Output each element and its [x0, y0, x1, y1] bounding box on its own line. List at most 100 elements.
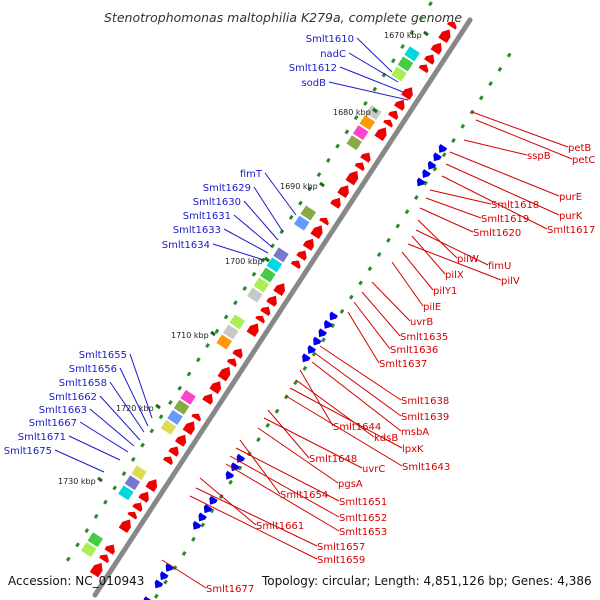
- reverse-label-leader: [425, 197, 482, 219]
- tick-dot-outer: [376, 251, 382, 257]
- reverse-gene-arrow: [138, 491, 149, 503]
- tick-dot-inner: [168, 399, 173, 405]
- tick-dot-outer: [302, 365, 308, 371]
- tick-dot-outer: [209, 508, 215, 514]
- tick-dot-outer: [274, 408, 280, 414]
- reverse-gene-label: Smlt1635: [400, 332, 448, 343]
- tick-dot-inner: [149, 428, 155, 434]
- tick-dot-outer: [488, 81, 493, 87]
- reverse-gene-label: pilX: [445, 270, 464, 281]
- reverse-label-leader: [371, 281, 411, 322]
- reverse-label-leader: [391, 261, 424, 307]
- reverse-label-leader: [361, 291, 401, 337]
- reverse-gene-arrow: [266, 295, 277, 307]
- reverse-gene-label: Smlt1619: [481, 214, 529, 225]
- forward-gene-label: Smlt1662: [49, 392, 97, 403]
- tick-dot-inner: [75, 542, 80, 548]
- cog-box: [273, 247, 289, 263]
- tick-dot-inner: [409, 29, 415, 35]
- reverse-gene-label: Smlt1648: [309, 454, 357, 465]
- reverse-label-leader: [267, 409, 310, 459]
- forward-gene-arrow: [231, 462, 240, 472]
- tick-dot-inner: [307, 186, 313, 192]
- tick-dot-outer: [506, 52, 512, 58]
- kbp-tick-mark: [264, 256, 270, 263]
- tick-dot-outer: [339, 308, 345, 314]
- tick-dot-inner: [177, 385, 183, 391]
- cog-box: [391, 66, 407, 82]
- reverse-label-leader: [311, 361, 402, 432]
- tick-dot-outer: [228, 479, 233, 485]
- reverse-gene-arrow: [89, 562, 103, 578]
- tick-dot-inner: [390, 58, 396, 64]
- forward-gene-arrow: [324, 319, 333, 329]
- forward-label-leader: [68, 435, 121, 461]
- forward-gene-arrow: [192, 520, 202, 530]
- kbp-tick-label: 1690 kbp: [280, 182, 318, 191]
- reverse-label-leader: [407, 243, 502, 281]
- reverse-gene-label: Smlt1644: [333, 422, 381, 433]
- forward-gene-arrow: [313, 336, 322, 346]
- tick-dot-outer: [404, 209, 410, 215]
- tick-dot-inner: [316, 172, 322, 178]
- cog-box: [346, 135, 362, 151]
- forward-label-leader: [328, 81, 409, 101]
- tick-dot-inner: [344, 129, 350, 135]
- cog-box: [366, 105, 382, 120]
- forward-label-leader: [129, 353, 153, 419]
- tick-dot-outer: [256, 437, 261, 443]
- forward-gene-arrow: [318, 328, 327, 338]
- forward-label-leader: [253, 186, 284, 233]
- reverse-gene-label: kdsB: [374, 433, 398, 444]
- reverse-gene-arrow: [424, 54, 435, 65]
- forward-gene-arrow: [438, 144, 448, 153]
- tick-dot-inner: [288, 214, 294, 220]
- forward-gene-arrow: [165, 562, 175, 572]
- reverse-gene-arrow: [217, 366, 231, 382]
- reverse-label-leader: [419, 207, 474, 233]
- gene-track: [89, 21, 457, 600]
- forward-gene-arrow: [433, 152, 442, 162]
- reverse-gene-label: pilE: [423, 302, 441, 313]
- cog-box: [229, 314, 246, 330]
- cog-box: [80, 542, 97, 558]
- reverse-gene-label: Smlt1659: [317, 555, 365, 566]
- reverse-gene-arrow: [246, 323, 259, 338]
- kbp-tick-mark: [423, 30, 429, 37]
- reverse-label-leader: [347, 311, 380, 364]
- tick-dot-outer: [265, 422, 271, 428]
- tick-dot-outer: [478, 95, 484, 101]
- reverse-gene-arrow: [191, 413, 202, 422]
- reverse-gene-label: pilY1: [433, 286, 457, 297]
- tick-dot-inner: [158, 414, 164, 420]
- forward-gene-label: Smlt1663: [39, 405, 87, 416]
- reverse-label-leader: [263, 417, 363, 469]
- tick-dot-inner: [186, 371, 192, 377]
- cog-box: [216, 334, 232, 350]
- reverse-gene-label: Smlt1617: [547, 225, 595, 236]
- forward-gene-arrow: [154, 579, 164, 589]
- reverse-gene-label: Smlt1639: [401, 412, 449, 423]
- forward-gene-label: sodB: [301, 78, 326, 89]
- tick-dot-outer: [367, 266, 373, 272]
- reverse-gene-arrow: [290, 260, 301, 270]
- reverse-gene-label: pilW: [457, 254, 479, 265]
- tick-dot-outer: [311, 351, 317, 357]
- reverse-label-leader: [463, 139, 528, 156]
- reverse-gene-arrow: [226, 358, 237, 368]
- reverse-gene-label: purE: [559, 192, 582, 203]
- accession-text: Accession: NC_010943: [8, 574, 145, 588]
- tick-dot-outer: [395, 223, 401, 229]
- reverse-label-leader: [257, 427, 339, 484]
- reverse-gene-arrow: [127, 511, 138, 520]
- reverse-gene-label: Smlt1618: [491, 200, 539, 211]
- forward-gene-label: Smlt1667: [29, 418, 77, 429]
- tick-dot-inner: [233, 300, 238, 306]
- reverse-gene-arrow: [337, 185, 349, 198]
- reverse-gene-label: petC: [572, 155, 595, 166]
- reverse-gene-arrow: [447, 21, 457, 30]
- tick-dot-outer: [460, 123, 466, 129]
- reverse-label-leader: [289, 387, 403, 449]
- reverse-gene-arrow: [438, 29, 451, 44]
